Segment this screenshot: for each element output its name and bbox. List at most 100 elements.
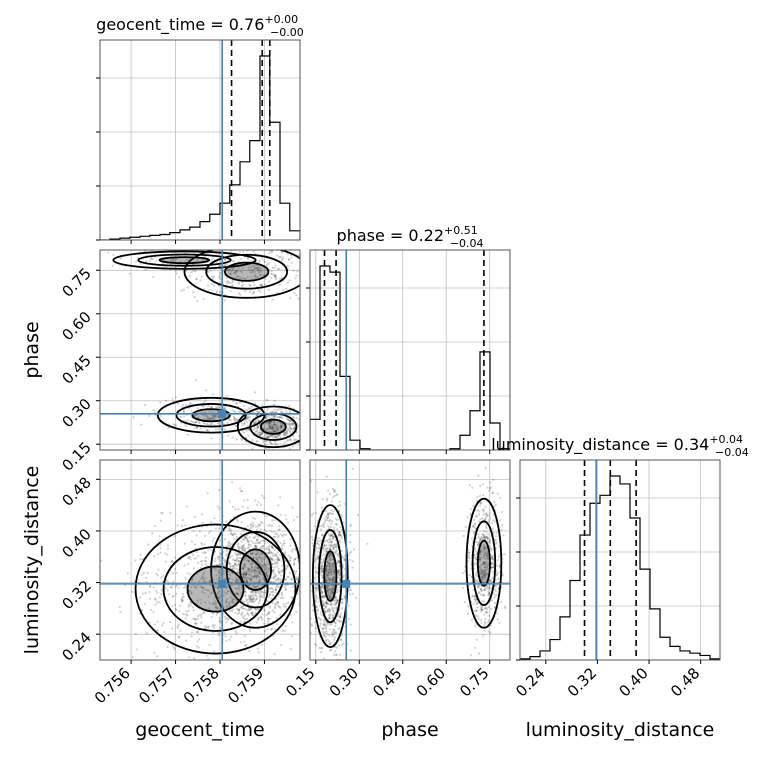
sample-point <box>160 576 163 579</box>
sample-point <box>288 429 292 433</box>
sample-point <box>330 586 333 589</box>
x-tick-label-phase: 0.45 <box>369 664 405 700</box>
sample-point <box>332 489 336 492</box>
sample-point <box>218 507 221 510</box>
sample-point <box>245 644 248 647</box>
sample-point <box>236 557 239 561</box>
sample-point <box>474 609 477 612</box>
sample-point <box>484 572 487 575</box>
sample-point <box>477 513 480 516</box>
sample-point <box>325 573 328 576</box>
sample-point <box>329 544 333 548</box>
sample-point <box>243 614 246 617</box>
sample-point <box>200 563 203 566</box>
sample-point <box>192 421 195 425</box>
sample-point <box>190 662 192 664</box>
sample-point <box>145 260 148 263</box>
sample-point <box>474 625 477 628</box>
sample-point <box>139 553 142 556</box>
sample-point <box>273 430 276 433</box>
sample-point <box>275 578 278 581</box>
sample-point <box>286 417 289 420</box>
sample-point <box>218 264 221 268</box>
sample-point <box>233 594 236 597</box>
sample-point <box>240 567 243 570</box>
sample-point <box>253 569 256 572</box>
sample-point <box>300 569 302 571</box>
sample-point <box>333 632 336 636</box>
sample-point <box>279 428 282 431</box>
sample-point <box>262 436 265 439</box>
sample-point <box>328 616 331 620</box>
sample-point <box>181 599 185 602</box>
sample-point <box>326 667 328 669</box>
sample-point <box>219 563 222 566</box>
sample-point <box>494 538 498 541</box>
sample-point <box>339 526 342 529</box>
sample-point <box>223 407 227 410</box>
sample-point <box>240 437 243 440</box>
sample-point <box>280 592 283 595</box>
sample-point <box>337 569 340 572</box>
sample-point <box>467 556 470 559</box>
sample-point <box>328 520 331 523</box>
sample-point <box>213 603 216 606</box>
sample-point <box>291 506 294 509</box>
sample-point <box>479 553 482 556</box>
sample-point <box>296 592 300 595</box>
sample-point <box>180 524 183 528</box>
sample-point <box>333 572 336 575</box>
sample-point <box>243 422 246 425</box>
sample-point <box>252 524 255 527</box>
sample-point <box>231 242 233 244</box>
sample-point <box>174 535 177 538</box>
sample-point <box>236 520 239 523</box>
sample-point <box>175 272 178 275</box>
sample-point <box>237 559 240 562</box>
sample-point <box>249 290 252 293</box>
sample-point <box>254 575 257 578</box>
sample-point <box>227 242 229 244</box>
sample-point <box>238 608 241 611</box>
sample-point <box>270 270 273 273</box>
sample-point <box>264 547 267 551</box>
sample-point <box>202 611 205 614</box>
sample-point <box>222 572 225 576</box>
sample-point <box>483 576 486 579</box>
sample-point <box>144 576 148 579</box>
sample-point <box>100 559 103 562</box>
sample-point <box>272 423 275 426</box>
sample-point <box>270 627 274 631</box>
sample-point <box>328 579 332 582</box>
sample-point <box>193 515 197 518</box>
sample-point <box>325 579 328 582</box>
sample-point <box>245 600 248 603</box>
sample-point <box>224 601 227 604</box>
sample-point <box>271 425 274 428</box>
sample-point <box>168 593 171 596</box>
sample-point <box>280 276 283 280</box>
sample-point <box>277 579 280 582</box>
sample-point <box>332 535 336 539</box>
sample-point <box>485 611 488 614</box>
sample-point <box>155 572 158 576</box>
sample-point <box>483 573 486 577</box>
sample-point <box>335 601 339 605</box>
sample-point <box>192 567 195 570</box>
sample-point <box>229 528 232 531</box>
sample-point <box>252 290 255 294</box>
sample-point <box>308 602 310 604</box>
sample-point <box>251 560 254 564</box>
title-luminosity_distance: luminosity_distance = 0.34+0.04 −0.04 <box>491 433 749 459</box>
sample-point <box>247 546 250 549</box>
sample-point <box>280 250 283 253</box>
sample-point <box>320 566 323 570</box>
sample-point <box>485 585 488 588</box>
sample-point <box>290 578 293 581</box>
sample-point <box>277 601 280 604</box>
sample-point <box>483 554 486 558</box>
sample-point <box>486 586 490 589</box>
sample-point <box>264 563 267 567</box>
sample-point <box>238 401 241 404</box>
sample-point <box>486 557 489 560</box>
